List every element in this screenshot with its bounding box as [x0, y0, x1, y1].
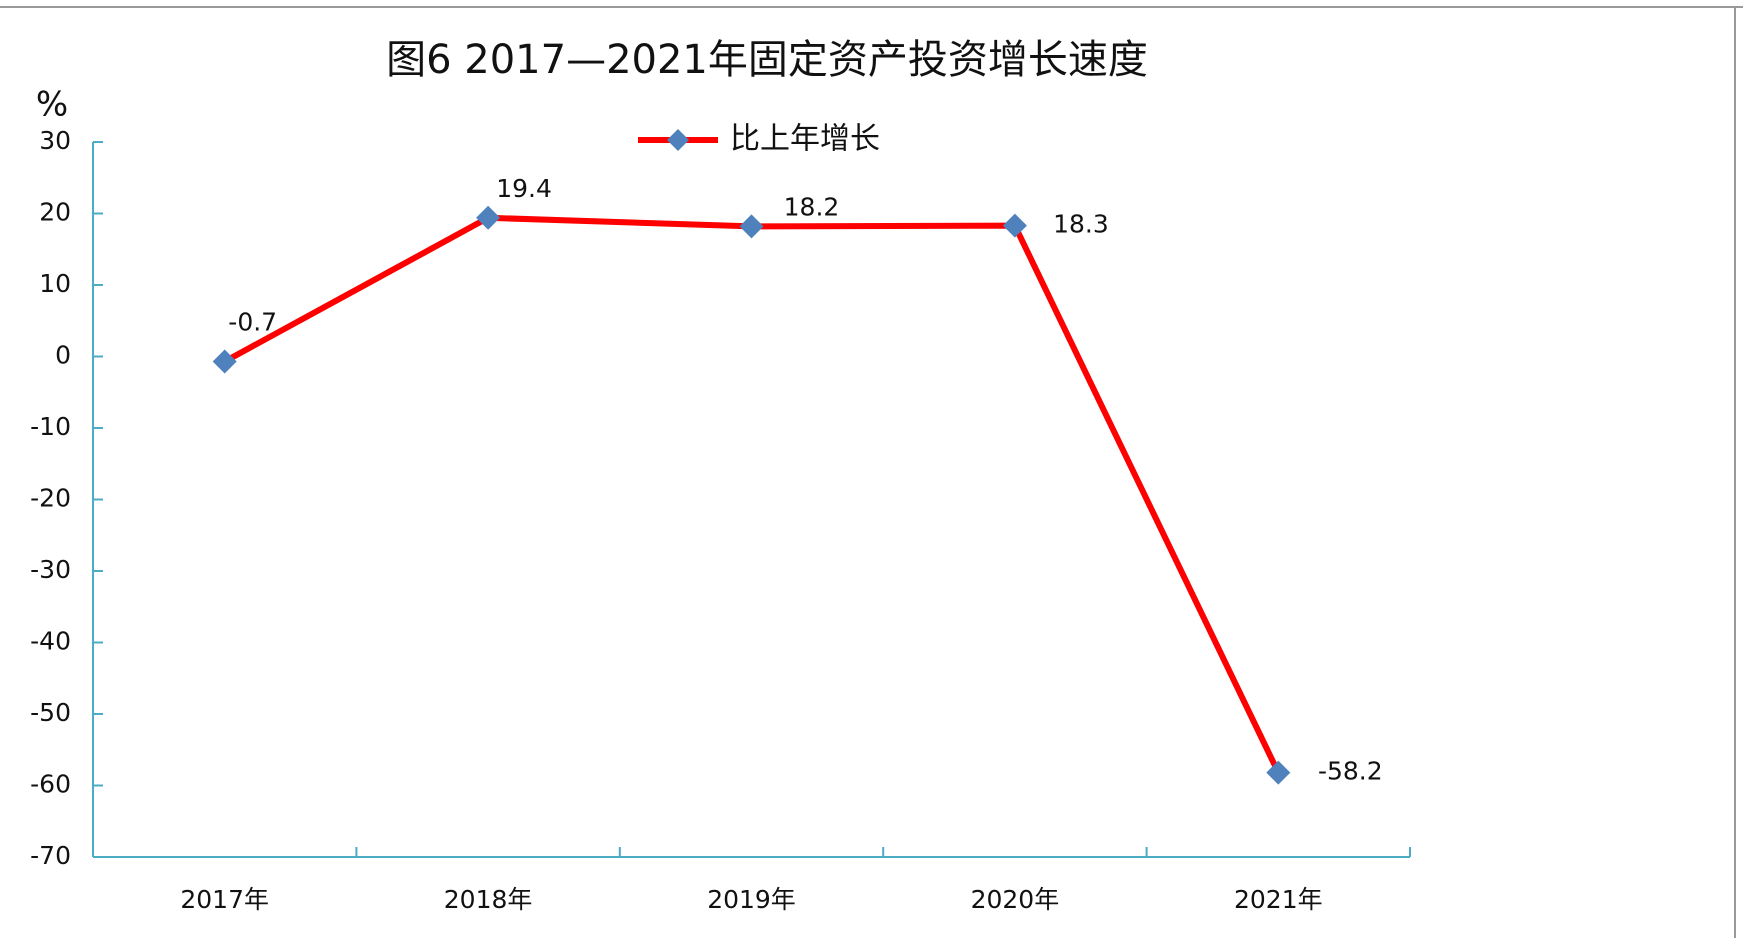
data-label: -0.7	[228, 308, 277, 337]
x-tick-label: 2019年	[707, 885, 796, 914]
data-label: 18.3	[1053, 210, 1109, 239]
data-label: 19.4	[496, 174, 552, 203]
data-label: 18.2	[784, 192, 840, 221]
y-tick-label: -40	[30, 627, 71, 656]
y-axis-label: %	[36, 85, 68, 125]
legend-label: 比上年增长	[730, 122, 880, 157]
y-tick-label: -50	[30, 698, 71, 727]
marker	[1266, 760, 1291, 785]
y-tick-label: 10	[39, 269, 71, 298]
marker	[739, 214, 764, 239]
y-tick-label: -10	[30, 412, 71, 441]
y-tick-label: 20	[39, 198, 71, 227]
y-tick-label: 30	[39, 126, 71, 155]
marker	[212, 349, 237, 374]
y-tick-label: -20	[30, 484, 71, 513]
y-tick-label: 0	[55, 341, 71, 370]
x-tick-label: 2020年	[971, 885, 1060, 914]
y-tick-label: -60	[30, 770, 71, 799]
chart-title: 图6 2017—2021年固定资产投资增长速度	[386, 37, 1148, 83]
x-tick-label: 2018年	[444, 885, 533, 914]
x-tick-label: 2017年	[180, 885, 269, 914]
legend-marker	[667, 129, 689, 151]
marker	[476, 205, 501, 230]
y-tick-label: -70	[30, 841, 71, 870]
y-tick-label: -30	[30, 555, 71, 584]
data-label: -58.2	[1318, 757, 1383, 786]
marker	[1002, 213, 1027, 238]
x-tick-label: 2021年	[1234, 885, 1323, 914]
